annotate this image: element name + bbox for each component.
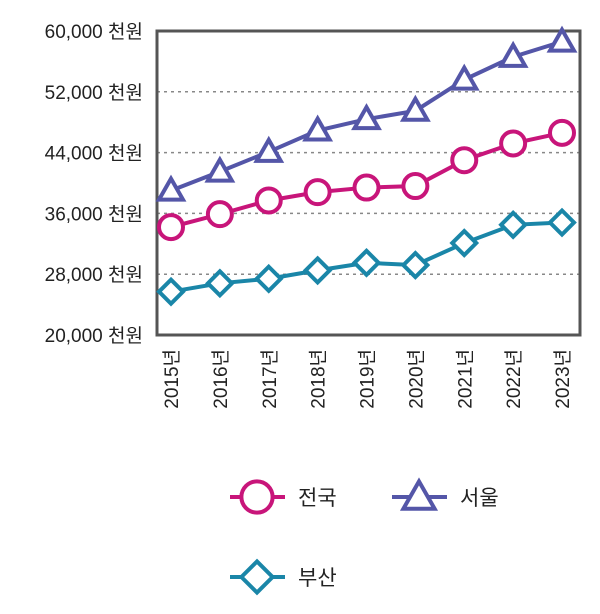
x-tick-label: 2021년 (454, 349, 476, 409)
y-tick-label: 36,000 천원 (45, 203, 143, 225)
data-point-circle (548, 118, 576, 147)
data-point-diamond (302, 255, 333, 286)
data-point-diamond (253, 263, 284, 294)
x-tick-label: 2016년 (210, 349, 232, 409)
y-tick-label: 52,000 천원 (45, 82, 143, 104)
data-point-circle (303, 178, 332, 207)
legend-diamond-icon (238, 558, 276, 596)
data-point-circle (157, 213, 185, 242)
x-tick-label: 2020년 (405, 349, 427, 409)
data-point-circle (450, 146, 479, 175)
y-tick-label: 60,000 천원 (45, 21, 143, 43)
plot-frame (155, 29, 582, 337)
legend-circle-icon (239, 479, 275, 515)
data-point-circle (499, 129, 528, 158)
x-tick-label: 2019년 (357, 349, 379, 409)
data-point-triangle (399, 94, 431, 122)
data-point-triangle (204, 155, 236, 183)
data-point-triangle (448, 63, 480, 91)
y-tick-label: 20,000 천원 (45, 325, 143, 347)
data-point-triangle (253, 135, 285, 163)
data-point-diamond (205, 268, 235, 299)
x-tick-label: 2022년 (503, 349, 525, 409)
y-tick-label: 28,000 천원 (45, 264, 143, 286)
data-point-diamond (547, 207, 577, 238)
data-point-diamond (498, 209, 528, 240)
legend-label: 부산 (298, 567, 337, 590)
x-tick-label: 2023년 (552, 349, 574, 409)
y-tick-label: 44,000 천원 (45, 143, 143, 165)
data-point-diamond (156, 276, 186, 307)
data-point-diamond (400, 250, 431, 280)
data-point-triangle (497, 40, 529, 68)
data-point-triangle (351, 103, 382, 131)
x-tick-label: 2015년 (161, 349, 183, 409)
data-point-circle (205, 200, 234, 229)
data-point-circle (254, 186, 283, 215)
x-tick-label: 2018년 (308, 349, 330, 409)
x-tick-label: 2017년 (259, 349, 281, 409)
data-point-triangle (155, 174, 187, 202)
legend-triangle-icon (399, 477, 439, 511)
data-point-circle (352, 173, 381, 202)
data-point-diamond (449, 228, 480, 258)
data-point-diamond (351, 247, 382, 278)
legend-label: 전국 (298, 487, 337, 510)
data-point-circle (401, 172, 430, 201)
data-point-triangle (546, 25, 578, 53)
data-point-triangle (302, 114, 334, 142)
legend-label: 서울 (460, 487, 499, 510)
